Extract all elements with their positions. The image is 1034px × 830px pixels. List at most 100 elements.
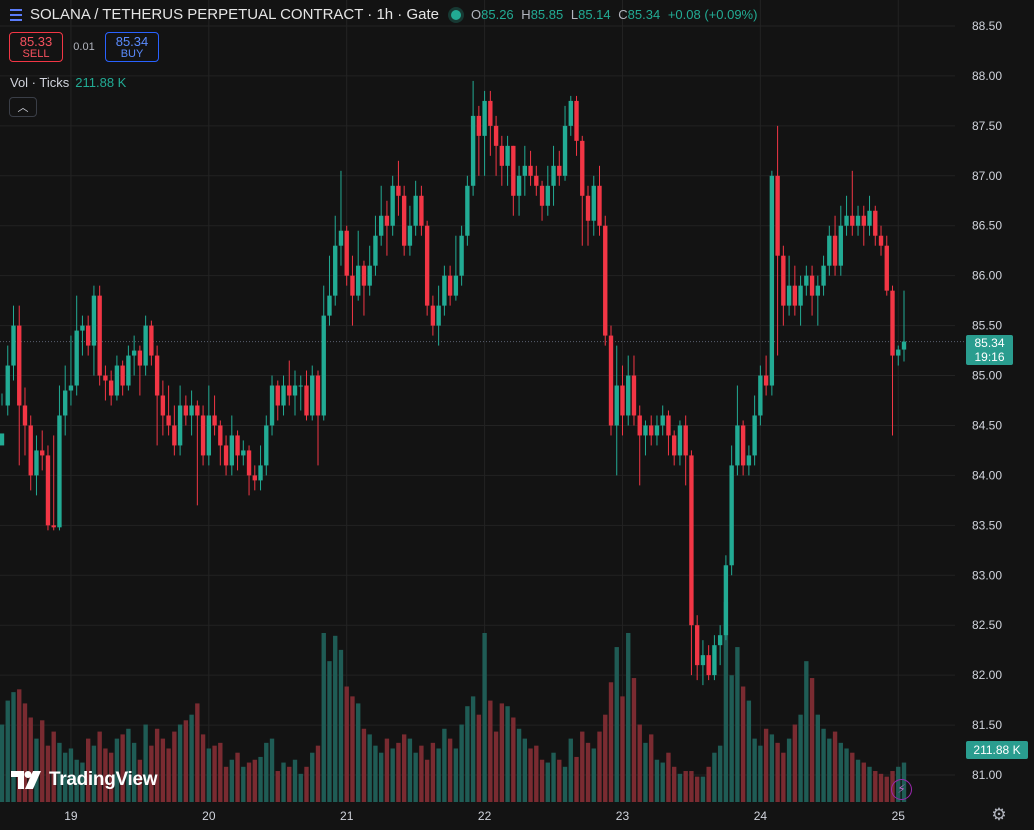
candle-body <box>706 655 711 676</box>
candle-body <box>804 275 809 286</box>
candle-body <box>781 255 786 306</box>
last-price-tag: 85.34 19:16 <box>966 335 1013 365</box>
candle-body <box>419 195 424 226</box>
sell-price: 85.33 <box>19 34 53 49</box>
volume-bar <box>57 742 62 802</box>
y-tick-label: 81.50 <box>972 718 1002 732</box>
candle-body <box>631 375 637 416</box>
volume-bar <box>361 728 367 802</box>
volume-bar <box>568 738 573 802</box>
y-tick-label: 88.00 <box>972 69 1002 83</box>
y-tick-label: 81.00 <box>972 768 1002 782</box>
candle-body <box>246 450 252 476</box>
volume-bar <box>74 759 79 802</box>
candle-body <box>212 415 217 426</box>
candle-body <box>626 375 631 416</box>
volume-bar <box>706 766 711 802</box>
candle-body <box>430 305 436 326</box>
candle-body <box>384 215 390 226</box>
volume-bar <box>493 731 499 802</box>
candle-body <box>177 405 183 446</box>
volume-bar <box>183 720 189 802</box>
candle-body <box>166 415 171 426</box>
volume-bar <box>626 632 631 802</box>
volume-bar <box>763 728 769 802</box>
candle-body <box>74 330 79 386</box>
bar-countdown: 19:16 <box>974 350 1005 364</box>
candle-body <box>229 435 234 466</box>
volume-bar <box>637 724 642 802</box>
candle-body <box>758 375 763 416</box>
candle-body <box>17 325 22 406</box>
volume-bar <box>746 700 752 802</box>
candle-body <box>91 295 97 346</box>
candle-body <box>896 349 901 356</box>
volume-bar <box>580 731 585 802</box>
candle-body <box>68 385 74 391</box>
candle-body <box>275 385 280 406</box>
candle-body <box>373 235 378 266</box>
candle-body <box>580 140 585 196</box>
candle-body <box>310 375 315 416</box>
last-price-value: 85.34 <box>974 336 1005 350</box>
volume-bar <box>608 682 614 802</box>
tradingview-logo[interactable]: TradingView <box>11 769 158 791</box>
volume-indicator-legend[interactable]: Vol · Ticks 211.88 K <box>10 75 126 90</box>
candle-body <box>867 210 872 226</box>
volume-bar <box>786 738 792 802</box>
volume-bar <box>413 752 418 802</box>
volume-bar <box>476 714 482 802</box>
volume-bar <box>223 766 229 802</box>
volume-bar <box>735 647 740 802</box>
menu-icon[interactable] <box>10 8 22 21</box>
volume-bar <box>878 773 884 802</box>
candle-body <box>447 275 453 296</box>
candle-body <box>666 415 671 436</box>
volume-bar <box>338 649 344 802</box>
volume-bar <box>166 748 171 802</box>
candle-body <box>356 265 361 296</box>
candle-body <box>258 465 263 481</box>
candle-body <box>131 350 137 356</box>
candle-body <box>499 145 505 166</box>
volume-bar <box>752 738 757 802</box>
candle-body <box>717 635 723 646</box>
volume-bar <box>292 759 298 802</box>
symbol-title[interactable]: SOLANA / TETHERUS PERPETUAL CONTRACT · 1… <box>30 6 439 23</box>
volume-bar <box>505 706 510 802</box>
candle-body <box>241 450 246 456</box>
volume-bar <box>723 602 729 802</box>
lightning-icon[interactable]: ⚡ <box>891 779 912 800</box>
y-tick-label: 82.50 <box>972 618 1002 632</box>
buy-label: BUY <box>120 48 144 60</box>
candle-body <box>861 215 866 226</box>
volume-bar <box>815 714 821 802</box>
candle-body <box>470 115 476 186</box>
volume-bar <box>430 742 436 802</box>
y-tick-label: 86.50 <box>972 219 1002 233</box>
volume-bar <box>28 717 33 802</box>
x-tick-label: 19 <box>64 809 78 823</box>
candle-body <box>901 341 907 350</box>
candle-body <box>620 385 625 416</box>
volume-bar <box>264 742 269 802</box>
volume-bar <box>5 700 10 802</box>
volume-bar <box>850 752 855 802</box>
volume-bar <box>367 734 372 802</box>
buy-button[interactable]: 85.34 BUY <box>105 32 159 62</box>
volume-bar <box>884 776 889 802</box>
candle-body <box>327 295 332 316</box>
sell-button[interactable]: 85.33 SELL <box>9 32 63 62</box>
candle-body <box>200 415 206 456</box>
volume-bar <box>482 632 487 802</box>
volume-bar <box>424 759 430 802</box>
y-tick-label: 87.00 <box>972 169 1002 183</box>
candle-body <box>522 165 527 176</box>
volume-bar <box>45 745 51 802</box>
volume-bar <box>442 728 447 802</box>
collapse-legend-button[interactable]: ︿ <box>9 97 37 117</box>
y-tick-label: 82.00 <box>972 668 1002 682</box>
gear-icon[interactable]: ⚙ <box>991 805 1007 824</box>
volume-bar <box>488 700 493 802</box>
